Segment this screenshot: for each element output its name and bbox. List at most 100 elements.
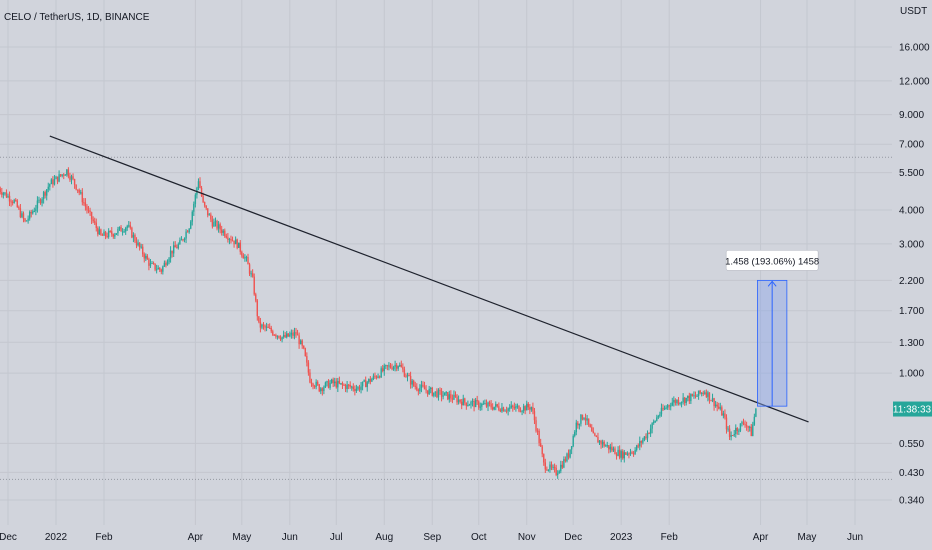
candle-body [346, 384, 348, 390]
candle-body [660, 407, 663, 415]
candle-body [547, 469, 550, 471]
candle-body [386, 365, 389, 367]
candle-body [166, 262, 169, 266]
candle-body [648, 433, 650, 435]
candle-body [61, 174, 63, 176]
candle-body [143, 254, 145, 259]
candle-body [225, 236, 228, 238]
candle-body [426, 390, 429, 395]
candle-body [560, 464, 562, 472]
candle-body [609, 446, 612, 450]
candle-body [203, 202, 206, 206]
candle-body [716, 404, 718, 407]
candle-body [259, 321, 262, 328]
candle-body [80, 192, 82, 194]
candle-body [64, 174, 66, 176]
candle-body [699, 390, 701, 394]
candle-body [380, 368, 382, 378]
candle-body [425, 389, 427, 391]
current-price-label: 11:38:33 [893, 405, 932, 416]
candle-body [505, 410, 508, 412]
candle-body [318, 384, 320, 392]
candle-body [180, 239, 183, 241]
candle-body [176, 247, 178, 249]
candle-body [46, 189, 48, 196]
candle-body [431, 387, 433, 396]
candle-body [124, 227, 127, 232]
candle-body [272, 331, 274, 335]
candle-body [504, 410, 506, 412]
candle-body [526, 403, 528, 411]
candle-body [11, 202, 14, 204]
y-tick-label: 4.000 [899, 206, 924, 217]
candle-body [307, 362, 310, 373]
candle-body [244, 257, 246, 259]
candle-body [296, 334, 299, 336]
candle-body [445, 392, 447, 394]
candle-body [541, 446, 543, 455]
candle-body [358, 387, 361, 390]
candle-body [673, 399, 675, 403]
candle-body [238, 242, 240, 248]
candle-body [603, 441, 605, 447]
candle-body [620, 451, 622, 458]
candle-body [207, 208, 209, 216]
candle-body [83, 202, 85, 204]
candle-body [701, 392, 703, 394]
price-unit-label: USDT [900, 6, 927, 17]
candle-body [623, 452, 625, 459]
price-axis[interactable]: 16.000 12.000 9.000 7.000 5.500 4.000 3.000 2.2… [899, 43, 930, 507]
candle-body [501, 407, 503, 412]
candle-body [117, 228, 119, 234]
candle-body [335, 381, 337, 388]
candle-body [468, 404, 471, 406]
candle-body [592, 431, 595, 434]
trendline[interactable] [49, 135, 809, 423]
candle-body [558, 471, 560, 474]
x-tick-label: 2023 [610, 532, 633, 543]
candle-body [146, 255, 149, 260]
candle-body [53, 179, 56, 185]
candle-body [55, 176, 57, 180]
candle-body [2, 193, 5, 195]
y-tick-label: 2.200 [899, 276, 924, 287]
candle-body [76, 189, 79, 191]
candle-body [89, 210, 91, 212]
candle-body [261, 324, 263, 328]
candle-body [227, 237, 229, 240]
candle-body [580, 414, 582, 424]
candle-body [677, 400, 680, 404]
candle-body [278, 335, 280, 338]
candle-body [597, 437, 599, 443]
candle-body [239, 242, 241, 252]
time-axis[interactable]: Dec 2022 Feb Apr May Jun Jul Aug Sep Oct Nov Dec 202… [0, 532, 863, 543]
price-range-measure[interactable]: 1.458 (193.06%) 1458 [725, 250, 819, 407]
candle-body [670, 405, 672, 407]
candle-body [138, 242, 141, 248]
candle-body [417, 389, 420, 392]
candle-body [183, 238, 186, 240]
candle-body [606, 445, 608, 447]
candle-body [104, 231, 107, 237]
candle-body [13, 200, 15, 203]
candle-body [589, 424, 591, 428]
candle-body [696, 395, 698, 397]
candle-body [389, 365, 392, 368]
candle-body [94, 221, 96, 223]
candle-body [103, 231, 105, 236]
candle-body [412, 380, 415, 386]
candle-body [742, 422, 745, 425]
candle-body [687, 395, 689, 398]
candle-body [495, 404, 497, 407]
candle-body [152, 263, 155, 265]
candle-body [172, 245, 175, 254]
y-tick-label: 1.300 [899, 338, 924, 349]
candle-body [533, 411, 536, 421]
candle-body [309, 372, 311, 383]
candle-body [304, 348, 307, 357]
candle-body [487, 402, 489, 407]
candle-body [409, 375, 412, 385]
candle-body [354, 389, 356, 391]
candle-body [128, 225, 130, 227]
